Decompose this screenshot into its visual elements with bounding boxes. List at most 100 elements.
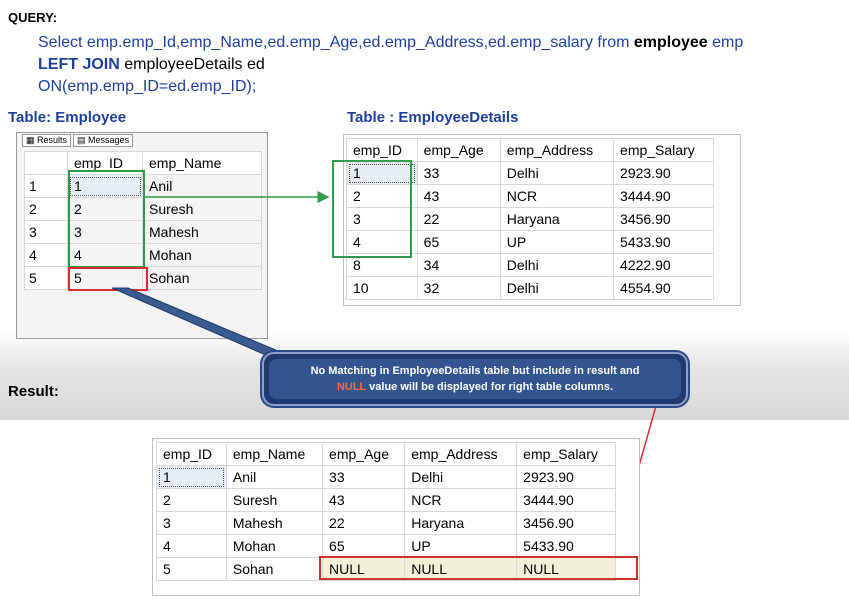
query-alias: emp bbox=[707, 34, 744, 51]
column-header-emp-address[interactable]: emp_Address bbox=[404, 442, 518, 466]
tab-messages[interactable]: ▤ Messages bbox=[73, 134, 134, 147]
table-cell[interactable]: 4 bbox=[156, 534, 227, 558]
table-cell[interactable]: 65 bbox=[322, 534, 406, 558]
table-cell[interactable]: 22 bbox=[322, 511, 406, 535]
table-cell[interactable]: Haryana bbox=[499, 207, 615, 231]
table-cell[interactable]: 33 bbox=[416, 161, 501, 185]
table-cell[interactable]: Sohan bbox=[142, 266, 262, 290]
table-row: 10 32 Delhi 4554.90 bbox=[346, 276, 714, 300]
callout-text: No Matching in EmployeeDetails table but… bbox=[264, 363, 686, 395]
table-cell[interactable]: 2 bbox=[156, 488, 227, 512]
query-select-text: Select emp.emp_Id,emp_Name,ed.emp_Age,ed… bbox=[38, 34, 634, 51]
result-table: emp_ID emp_Name emp_Age emp_Address emp_… bbox=[156, 442, 616, 581]
table-cell[interactable]: 10 bbox=[346, 276, 418, 300]
table-cell[interactable]: 33 bbox=[322, 465, 406, 489]
employee-details-table-title: Table : EmployeeDetails bbox=[347, 109, 519, 126]
null-cell[interactable]: NULL bbox=[516, 557, 616, 581]
table-cell[interactable]: Mahesh bbox=[225, 511, 324, 535]
column-header-emp-id[interactable]: emp_ID bbox=[156, 442, 227, 466]
table-cell[interactable]: 4222.90 bbox=[613, 253, 714, 277]
callout-body bbox=[269, 359, 681, 399]
table-row: 3 Mahesh 22 Haryana 3456.90 bbox=[156, 511, 616, 535]
query-line-1: Select emp.emp_Id,emp_Name,ed.emp_Age,ed… bbox=[38, 34, 743, 52]
column-header-emp-id[interactable]: emp_ID bbox=[346, 138, 418, 162]
table-row: 4 65 UP 5433.90 bbox=[346, 230, 714, 254]
employee-details-header-row: emp_ID emp_Age emp_Address emp_Salary bbox=[346, 138, 714, 162]
result-label: Result: bbox=[8, 383, 59, 400]
table-cell[interactable]: 5433.90 bbox=[516, 534, 616, 558]
column-header-emp-name[interactable]: emp_Name bbox=[142, 151, 262, 175]
table-cell[interactable]: Anil bbox=[225, 465, 324, 489]
details-match-highlight bbox=[332, 160, 412, 258]
table-cell[interactable]: Mohan bbox=[225, 534, 324, 558]
table-cell[interactable]: NCR bbox=[404, 488, 518, 512]
table-cell[interactable]: Sohan bbox=[225, 557, 324, 581]
tab-results[interactable]: ▦ Results bbox=[22, 134, 72, 147]
column-header-emp-age[interactable]: emp_Age bbox=[322, 442, 406, 466]
table-row: 4 4 Mohan bbox=[24, 243, 262, 267]
column-header-emp-age[interactable]: emp_Age bbox=[416, 138, 501, 162]
row-number: 1 bbox=[24, 174, 68, 198]
table-cell[interactable]: Delhi bbox=[499, 253, 615, 277]
result-tabs: ▦ Results ▤ Messages bbox=[22, 134, 135, 147]
row-number-header bbox=[24, 151, 68, 175]
table-cell[interactable]: Delhi bbox=[404, 465, 518, 489]
null-cell[interactable]: NULL bbox=[322, 557, 406, 581]
table-row: 2 Suresh 43 NCR 3444.90 bbox=[156, 488, 616, 512]
result-header-row: emp_ID emp_Name emp_Age emp_Address emp_… bbox=[156, 442, 616, 466]
query-label: QUERY: bbox=[8, 10, 58, 25]
table-row: 2 2 Suresh bbox=[24, 197, 262, 221]
table-cell[interactable]: 2 bbox=[67, 197, 143, 221]
column-header-emp-name[interactable]: emp_Name bbox=[225, 442, 324, 466]
column-header-emp-salary[interactable]: emp_Salary bbox=[516, 442, 616, 466]
column-header-emp-address[interactable]: emp_Address bbox=[499, 138, 615, 162]
table-cell[interactable]: Mohan bbox=[142, 243, 262, 267]
table-cell[interactable]: UP bbox=[499, 230, 615, 254]
table-cell[interactable]: 43 bbox=[322, 488, 406, 512]
table-row: 5 5 Sohan bbox=[24, 266, 262, 290]
null-values-highlight bbox=[319, 556, 638, 580]
table-cell[interactable]: Delhi bbox=[499, 276, 615, 300]
table-cell[interactable]: 4 bbox=[346, 230, 418, 254]
callout-pointer bbox=[111, 287, 291, 357]
callout-text-2: EmployeeDetails bbox=[392, 365, 481, 377]
callout-text-1: No Matching in bbox=[310, 365, 393, 377]
table-cell[interactable]: 5 bbox=[156, 557, 227, 581]
table-cell[interactable]: 2923.90 bbox=[516, 465, 616, 489]
employee-table: emp_ID emp_Name 1 1 Anil 2 2 Suresh 3 3 … bbox=[24, 151, 262, 290]
table-row: 4 Mohan 65 UP 5433.90 bbox=[156, 534, 616, 558]
table-row: 8 34 Delhi 4222.90 bbox=[346, 253, 714, 277]
table-row: 1 1 Anil bbox=[24, 174, 262, 198]
table-cell[interactable]: UP bbox=[404, 534, 518, 558]
table-cell[interactable]: 3 bbox=[346, 207, 418, 231]
employee-table-title: Table: Employee bbox=[8, 109, 127, 126]
table-cell[interactable]: Suresh bbox=[225, 488, 324, 512]
query-join-table: employeeDetails ed bbox=[119, 56, 265, 73]
query-line-3: ON(emp.emp_ID=ed.emp_ID); bbox=[38, 78, 257, 95]
table-cell[interactable]: 3456.90 bbox=[613, 207, 714, 231]
explanation-callout: No Matching in EmployeeDetails table but… bbox=[262, 352, 688, 406]
table-cell[interactable]: 32 bbox=[416, 276, 501, 300]
row-number: 3 bbox=[24, 220, 68, 244]
query-left-join: LEFT JOIN bbox=[38, 56, 120, 73]
table-cell[interactable]: 3444.90 bbox=[516, 488, 616, 512]
callout-null-word: NULL bbox=[336, 381, 367, 393]
table-cell[interactable]: Anil bbox=[142, 174, 262, 198]
table-cell[interactable]: 43 bbox=[416, 184, 501, 208]
table-cell[interactable]: 4 bbox=[67, 243, 143, 267]
table-cell[interactable]: 4554.90 bbox=[613, 276, 714, 300]
table-cell[interactable]: 1 bbox=[156, 465, 227, 489]
table-cell[interactable]: 34 bbox=[416, 253, 501, 277]
query-table-name: employee bbox=[633, 34, 708, 51]
null-cell[interactable]: NULL bbox=[404, 557, 518, 581]
table-row: 1 Anil 33 Delhi 2923.90 bbox=[156, 465, 616, 489]
callout-text-3: table but include in result and bbox=[480, 365, 640, 377]
table-cell[interactable]: Haryana bbox=[404, 511, 518, 535]
table-cell[interactable]: 3456.90 bbox=[516, 511, 616, 535]
row-number: 4 bbox=[24, 243, 68, 267]
callout-text-5: value will be displayed for right table … bbox=[366, 381, 614, 393]
table-cell[interactable]: 3 bbox=[156, 511, 227, 535]
no-match-highlight bbox=[68, 267, 148, 291]
table-cell[interactable]: 65 bbox=[416, 230, 501, 254]
query-line-2: LEFT JOIN employeeDetails ed bbox=[38, 56, 265, 74]
